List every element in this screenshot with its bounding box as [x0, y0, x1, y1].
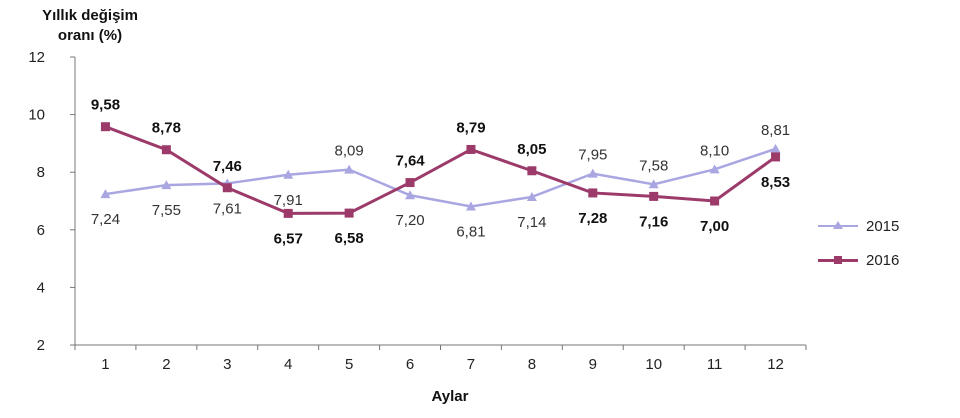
- x-tick-label: 5: [345, 356, 353, 373]
- series-line-2016: [104, 125, 777, 215]
- point-2016: [649, 191, 659, 201]
- legend-label-2016: 2016: [866, 251, 900, 269]
- data-label-2016: 7,28: [578, 210, 607, 227]
- y-tick-label: 10: [28, 107, 45, 124]
- x-tick-label: 8: [528, 356, 536, 373]
- data-label-2015: 7,20: [395, 212, 424, 229]
- y-tick-label: 12: [28, 49, 45, 66]
- x-tick-label: 2: [162, 356, 170, 373]
- point-2016: [222, 183, 232, 193]
- point-2015: [465, 201, 476, 211]
- legend-marker-2016: [818, 250, 858, 270]
- x-tick-label: 9: [589, 356, 597, 373]
- point-2016: [405, 178, 415, 188]
- data-label-2015: 7,58: [639, 157, 668, 174]
- legend-item-2016: 2016: [818, 250, 899, 270]
- point-2016: [161, 145, 171, 155]
- point-2016: [466, 144, 476, 154]
- point-2015: [526, 191, 537, 201]
- x-tick-label: 10: [645, 356, 662, 373]
- data-label-2015: 7,95: [578, 147, 607, 164]
- point-2015: [770, 143, 781, 153]
- point-2015: [709, 164, 720, 174]
- point-2016: [771, 152, 781, 162]
- data-label-2015: 8,09: [335, 143, 364, 160]
- data-label-2015: 6,81: [456, 223, 485, 240]
- data-label-2016: 8,53: [761, 174, 790, 191]
- y-tick-label: 4: [37, 279, 45, 296]
- data-label-2015: 7,91: [274, 192, 303, 209]
- data-label-2015: 7,14: [517, 214, 546, 231]
- legend-label-2015: 2015: [866, 217, 900, 235]
- point-2015: [100, 189, 111, 199]
- point-2015: [161, 180, 172, 190]
- point-2015: [648, 179, 659, 189]
- point-2015: [283, 169, 294, 179]
- x-tick-label: 3: [223, 356, 231, 373]
- x-tick-label: 6: [406, 356, 414, 373]
- data-label-2015: 7,61: [213, 200, 242, 217]
- y-tick-label: 2: [37, 337, 45, 354]
- point-2015: [405, 190, 416, 200]
- data-label-2015: 8,81: [761, 122, 790, 139]
- data-label-2016: 7,16: [639, 213, 668, 230]
- point-2015: [344, 164, 355, 174]
- data-label-2015: 7,55: [152, 202, 181, 219]
- series-line-2015: [105, 147, 776, 208]
- point-2015: [587, 168, 598, 178]
- x-tick-label: 1: [101, 356, 109, 373]
- x-axis-title: Aylar: [431, 388, 469, 405]
- data-label-2016: 7,46: [213, 158, 242, 175]
- data-label-2016: 9,58: [91, 97, 120, 114]
- x-tick-label: 4: [284, 356, 292, 373]
- data-label-2016: 7,00: [700, 218, 729, 235]
- point-2016: [100, 122, 110, 132]
- data-label-2016: 6,57: [274, 230, 303, 247]
- point-2016: [588, 188, 598, 198]
- y-tick-label: 8: [37, 164, 45, 181]
- data-label-2016: 6,58: [335, 230, 364, 247]
- y-tick-label: 6: [37, 222, 45, 239]
- x-tick-label: 12: [767, 356, 784, 373]
- x-tick-label: 7: [467, 356, 475, 373]
- legend-item-2015: 2015: [818, 216, 899, 236]
- point-2016: [344, 208, 354, 218]
- point-2016: [710, 196, 720, 206]
- data-label-2016: 8,78: [152, 120, 181, 137]
- data-label-2015: 7,24: [91, 211, 120, 228]
- legend-marker-2015: [818, 216, 858, 236]
- x-tick-label: 11: [707, 356, 723, 373]
- point-2016: [527, 166, 537, 176]
- data-label-2016: 8,79: [456, 119, 485, 136]
- data-label-2015: 8,10: [700, 142, 729, 159]
- data-label-2016: 8,05: [517, 141, 546, 158]
- data-label-2016: 7,64: [395, 153, 425, 170]
- point-2016: [283, 208, 293, 218]
- y-axis-title: Yıllık değişim oranı (%): [42, 7, 138, 44]
